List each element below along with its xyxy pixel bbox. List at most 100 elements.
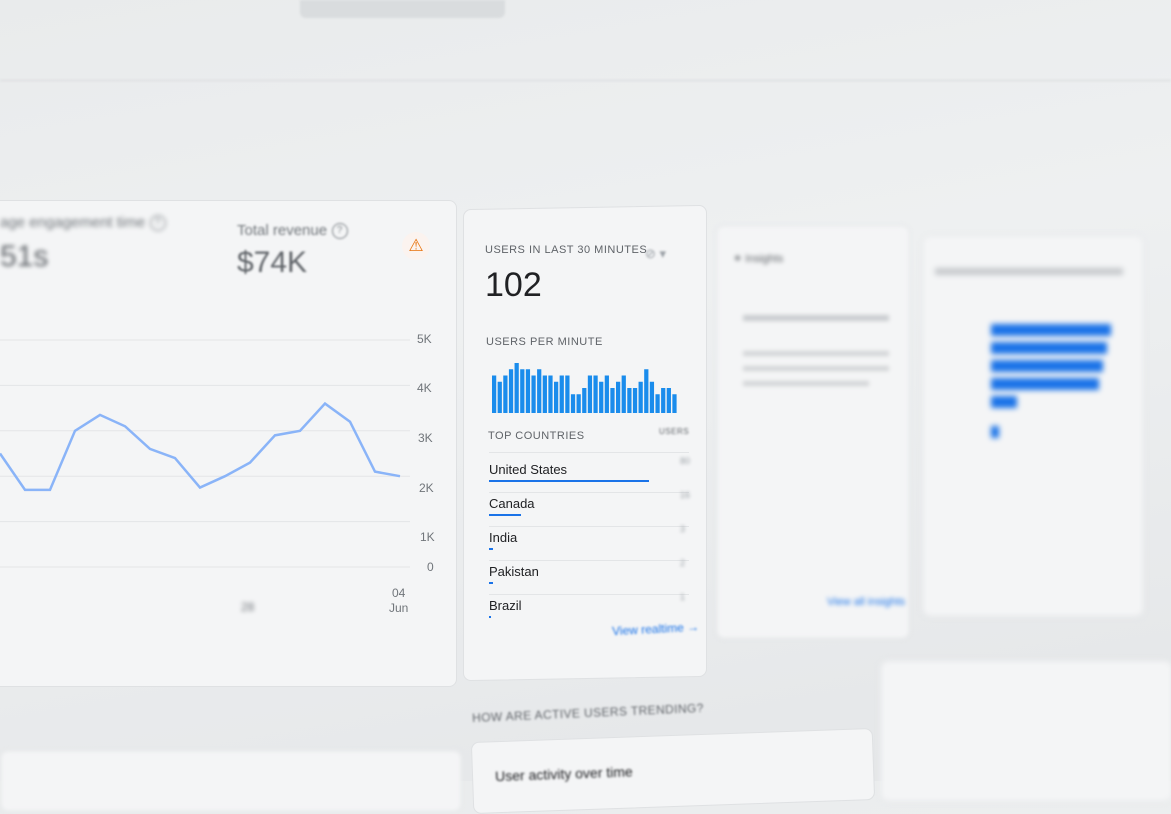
minute-bar[interactable] xyxy=(520,369,524,413)
revenue-label: Total revenue xyxy=(237,222,327,239)
help-circle-icon[interactable]: ? xyxy=(332,223,348,239)
revenue-series-line xyxy=(0,404,400,490)
bar xyxy=(991,378,1099,390)
country-users: 2 xyxy=(680,558,685,568)
x-tick-day: 04 xyxy=(389,586,408,601)
divider xyxy=(489,452,689,453)
minute-bar[interactable] xyxy=(571,394,575,413)
users-column-label: USERS xyxy=(659,427,689,436)
x-tick: 04 Jun xyxy=(389,586,408,616)
minute-bar[interactable] xyxy=(655,394,659,413)
minute-bar[interactable] xyxy=(672,394,676,413)
minute-bar[interactable] xyxy=(633,388,637,413)
country-users: 16 xyxy=(680,490,690,500)
y-tick: 3K xyxy=(418,431,433,445)
view-insights-link[interactable]: View all insights xyxy=(827,596,905,608)
engagement-label: age engagement time xyxy=(0,214,145,231)
x-tick-month: Jun xyxy=(389,601,408,616)
country-users: 3 xyxy=(680,524,685,534)
minute-bar[interactable] xyxy=(639,382,643,413)
insights-title: Insights xyxy=(745,253,783,265)
user-activity-card: User activity over time xyxy=(471,728,875,814)
country-users: 1 xyxy=(680,592,685,602)
minute-bar[interactable] xyxy=(593,376,597,414)
country-name[interactable]: Canada xyxy=(489,496,535,511)
y-tick: 4K xyxy=(417,381,432,395)
revenue-value: $74K xyxy=(237,246,348,280)
divider xyxy=(0,80,1171,81)
minute-bar[interactable] xyxy=(531,376,535,414)
blurred-text xyxy=(743,351,889,356)
blurred-text xyxy=(935,268,1123,275)
country-bar xyxy=(489,582,493,584)
minute-bar[interactable] xyxy=(616,382,620,413)
minute-bar[interactable] xyxy=(543,376,547,414)
bar xyxy=(991,324,1111,336)
blurred-text xyxy=(743,315,889,321)
blurred-text xyxy=(743,366,889,371)
x-tick: 28 xyxy=(241,600,254,614)
y-tick: 5K xyxy=(417,332,432,346)
country-name[interactable]: Brazil xyxy=(489,598,522,613)
minute-bar[interactable] xyxy=(565,376,569,414)
minute-bar[interactable] xyxy=(548,376,552,414)
minute-bar[interactable] xyxy=(644,369,648,413)
bar xyxy=(991,396,1017,408)
per-minute-label: USERS PER MINUTE xyxy=(486,336,603,348)
country-users: 80 xyxy=(680,456,690,466)
users-per-minute-chart xyxy=(492,358,678,413)
minute-bar[interactable] xyxy=(582,388,586,413)
insights-card: ✦ Insights View all insights xyxy=(716,225,910,639)
minute-bar[interactable] xyxy=(509,369,513,413)
top-countries-label: TOP COUNTRIES xyxy=(488,430,585,442)
country-bar xyxy=(489,616,491,618)
help-circle-icon[interactable]: ? xyxy=(150,215,166,231)
minute-bar[interactable] xyxy=(661,388,665,413)
minute-bar[interactable] xyxy=(627,388,631,413)
section-title: HOW ARE ACTIVE USERS TRENDING? xyxy=(472,701,704,725)
minute-bar[interactable] xyxy=(498,382,502,413)
minute-bar[interactable] xyxy=(492,376,496,414)
minute-bar[interactable] xyxy=(650,382,654,413)
minute-bar[interactable] xyxy=(526,369,530,413)
country-bar xyxy=(489,514,521,516)
warning-triangle-icon[interactable]: ⚠ xyxy=(402,232,430,260)
minute-bar[interactable] xyxy=(599,382,603,413)
divider xyxy=(489,526,689,527)
country-name[interactable]: Pakistan xyxy=(489,564,539,579)
minute-bar[interactable] xyxy=(554,382,558,413)
engagement-kpi[interactable]: age engagement time ? 51s xyxy=(0,214,166,274)
engagement-value: 51s xyxy=(0,240,166,274)
country-name[interactable]: India xyxy=(489,530,517,545)
bar xyxy=(991,360,1103,372)
minute-bar[interactable] xyxy=(605,376,609,414)
minute-bar[interactable] xyxy=(577,394,581,413)
minute-bar[interactable] xyxy=(622,376,626,414)
compare-dropdown[interactable]: ⊘ ▾ xyxy=(645,246,683,270)
y-tick: 2K xyxy=(419,481,434,495)
bar xyxy=(991,342,1107,354)
y-tick: 0 xyxy=(427,560,434,574)
blurred-card xyxy=(0,750,462,812)
divider xyxy=(489,492,689,493)
top-bar xyxy=(300,0,505,18)
blurred-text xyxy=(743,381,869,386)
divider xyxy=(489,594,689,595)
country-bar xyxy=(489,548,493,550)
minute-bar[interactable] xyxy=(667,388,671,413)
minute-bar[interactable] xyxy=(610,388,614,413)
minute-bar[interactable] xyxy=(515,363,519,413)
y-tick: 1K xyxy=(420,530,435,544)
country-name[interactable]: United States xyxy=(489,462,567,477)
country-bar xyxy=(489,480,649,482)
minute-bar[interactable] xyxy=(503,376,507,414)
realtime-title: USERS IN LAST 30 MINUTES xyxy=(485,244,647,256)
minute-bar[interactable] xyxy=(560,376,564,414)
minute-bar[interactable] xyxy=(588,376,592,414)
minute-bar[interactable] xyxy=(537,369,541,413)
revenue-kpi[interactable]: Total revenue ? $74K xyxy=(237,222,348,280)
insights-icon: ✦ xyxy=(733,253,742,265)
revenue-line-chart xyxy=(0,320,440,620)
divider xyxy=(489,560,689,561)
arrow-right-icon: → xyxy=(687,620,700,635)
